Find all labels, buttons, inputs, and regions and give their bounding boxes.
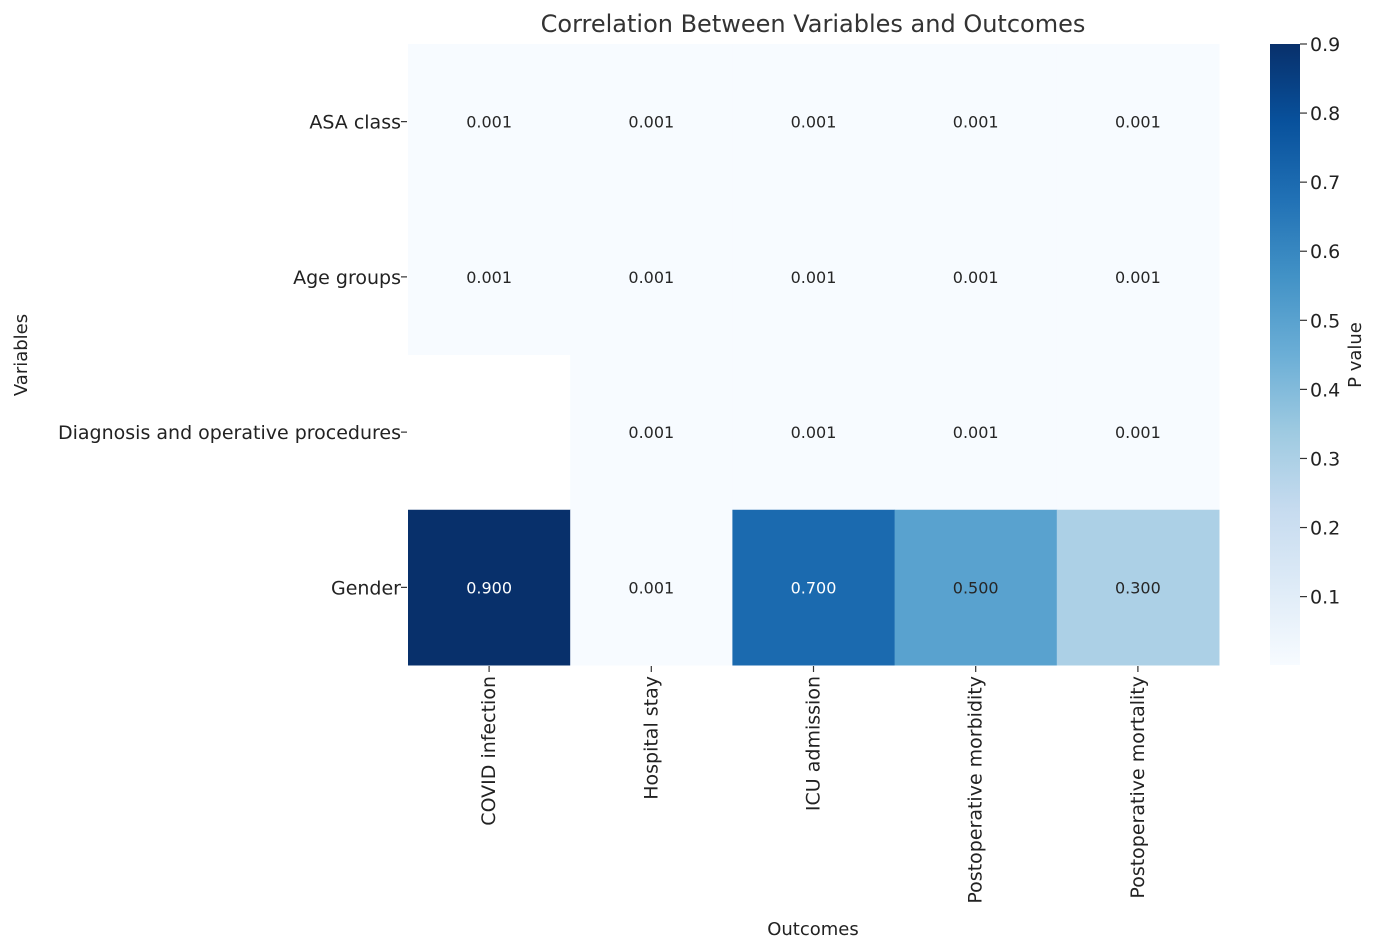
- colorbar-tick-label: 0.6: [1310, 241, 1340, 263]
- colorbar-tick-label: 0.8: [1310, 103, 1340, 125]
- x-tick-label: Postoperative mortality: [1127, 676, 1149, 899]
- heatmap-cell: [570, 509, 733, 666]
- cell-value-label: 0.500: [953, 578, 999, 597]
- heatmap-cell: [408, 199, 571, 355]
- heatmap-cell: [732, 354, 896, 511]
- y-tick-label: Gender: [331, 577, 401, 599]
- cell-value-label: 0.001: [628, 578, 674, 597]
- heatmap-cell: [894, 509, 1058, 666]
- heatmap-cell: [408, 44, 571, 200]
- heatmap-cells: [408, 44, 1220, 666]
- chart-title: Correlation Between Variables and Outcom…: [541, 10, 1086, 38]
- cell-value-label: 0.001: [628, 268, 674, 287]
- heatmap-cell: [1056, 509, 1220, 666]
- heatmap-cell: [894, 199, 1058, 355]
- colorbar-gradient: [1270, 44, 1300, 665]
- x-tick-label: ICU admission: [803, 676, 825, 811]
- cell-value-label: 0.900: [466, 578, 512, 597]
- cell-value-label: 0.001: [1115, 268, 1161, 287]
- cell-value-label: 0.001: [466, 268, 512, 287]
- y-axis-label: Variables: [11, 314, 32, 396]
- x-axis: COVID infection Hospital stay ICU admissio…: [478, 666, 1149, 904]
- y-tick-label: ASA class: [309, 112, 401, 134]
- colorbar-tick-label: 0.3: [1310, 448, 1340, 470]
- heatmap-cell: [570, 44, 733, 200]
- y-axis: ASA class Age groups Diagnosis and operati…: [58, 112, 407, 599]
- colorbar-ticks: 0.1 0.2 0.3 0.4 0.5 0.6 0.7 0.8 0.9: [1300, 34, 1340, 609]
- cell-annotations: 0.001 0.001 0.001 0.001 0.001 0.001 0.001 0.001…: [466, 113, 1161, 598]
- cell-value-label: 0.001: [628, 423, 674, 442]
- heatmap-cell: [408, 509, 571, 666]
- x-tick-label: COVID infection: [478, 676, 500, 826]
- cell-value-label: 0.700: [791, 578, 837, 597]
- cell-value-label: 0.001: [628, 113, 674, 132]
- heatmap-cell: [1056, 354, 1220, 511]
- heatmap-cell: [894, 354, 1058, 511]
- cell-value-label: 0.001: [791, 268, 837, 287]
- heatmap-cell: [732, 199, 896, 355]
- y-tick-label: Age groups: [293, 267, 401, 289]
- heatmap-cell: [1056, 199, 1220, 355]
- colorbar: 0.1 0.2 0.3 0.4 0.5 0.6 0.7 0.8 0.9 P value: [1270, 34, 1366, 665]
- cell-value-label: 0.001: [953, 423, 999, 442]
- colorbar-tick-label: 0.2: [1310, 518, 1340, 540]
- x-tick-label: Hospital stay: [640, 676, 662, 800]
- cell-value-label: 0.001: [953, 268, 999, 287]
- cell-value-label: 0.001: [791, 423, 837, 442]
- cell-value-label: 0.001: [1115, 113, 1161, 132]
- x-axis-label: Outcomes: [767, 919, 859, 940]
- heatmap-cell: [894, 44, 1058, 200]
- heatmap-cell: [732, 509, 896, 666]
- colorbar-tick-label: 0.9: [1310, 34, 1340, 56]
- colorbar-tick-label: 0.1: [1310, 587, 1340, 609]
- colorbar-tick-label: 0.7: [1310, 172, 1340, 194]
- cell-value-label: 0.001: [953, 113, 999, 132]
- heatmap-cell: [570, 199, 733, 355]
- colorbar-label: P value: [1345, 322, 1366, 388]
- heatmap-cell: [570, 354, 733, 511]
- colorbar-tick-label: 0.5: [1310, 310, 1340, 332]
- heatmap-cell: [732, 44, 896, 200]
- heatmap-cell: [1056, 44, 1220, 200]
- y-tick-label: Diagnosis and operative procedures: [58, 422, 401, 444]
- cell-value-label: 0.001: [791, 113, 837, 132]
- colorbar-tick-label: 0.4: [1310, 379, 1340, 401]
- cell-value-label: 0.300: [1115, 578, 1161, 597]
- cell-value-label: 0.001: [1115, 423, 1161, 442]
- x-tick-label: Postoperative morbidity: [965, 676, 987, 904]
- cell-value-label: 0.001: [466, 113, 512, 132]
